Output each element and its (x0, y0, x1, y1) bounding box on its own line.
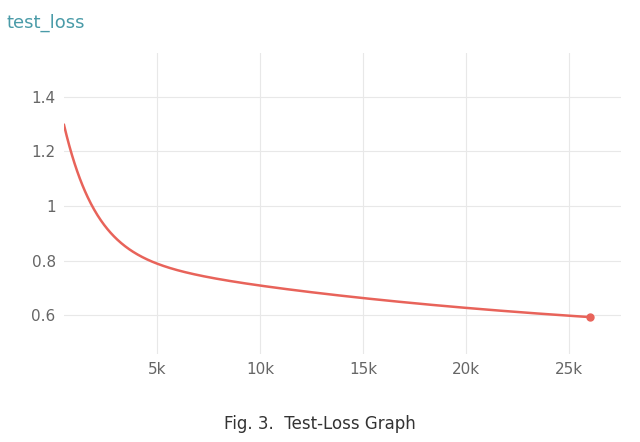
Text: test_loss: test_loss (6, 13, 85, 31)
Text: Fig. 3.  Test-Loss Graph: Fig. 3. Test-Loss Graph (224, 415, 416, 433)
